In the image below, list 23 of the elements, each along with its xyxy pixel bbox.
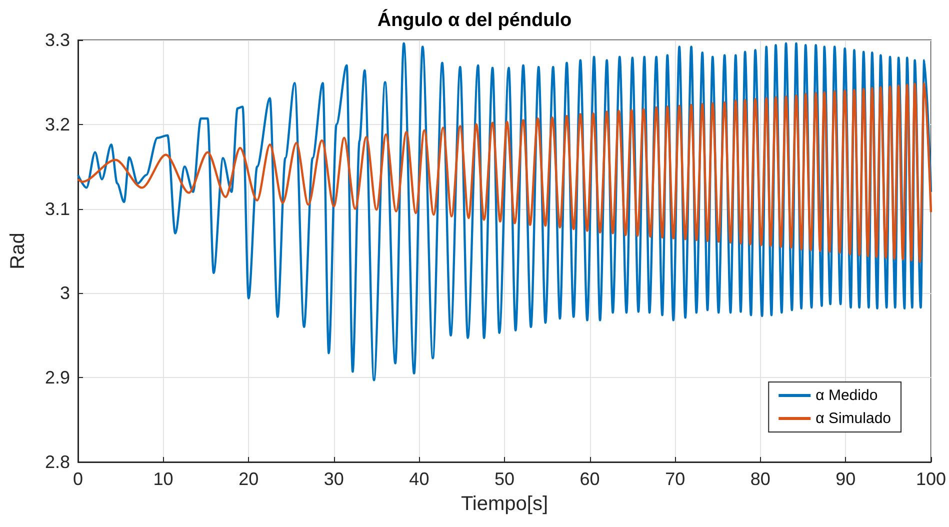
y-tick-label: 3.3: [44, 30, 70, 50]
y-tick-label: 3: [60, 283, 70, 304]
legend-label: α Medido: [816, 387, 878, 404]
x-tick-label: 70: [665, 469, 686, 489]
x-tick-label: 0: [72, 469, 84, 489]
x-tick-label: 50: [494, 469, 515, 489]
x-tick-label: 60: [580, 469, 600, 489]
y-tick-label: 2.9: [44, 368, 70, 388]
legend-label: α Simulado: [816, 410, 891, 427]
x-tick-label: 30: [324, 469, 344, 489]
x-tick-label: 40: [409, 469, 430, 489]
y-tick-label: 2.8: [44, 452, 70, 472]
x-tick-label: 80: [750, 469, 770, 489]
x-tick-label: 100: [916, 469, 946, 489]
y-tick-label: 3.1: [44, 198, 70, 219]
y-tick-label: 3.2: [44, 114, 70, 134]
x-tick-label: 90: [836, 469, 856, 489]
y-axis-title: Rad: [7, 232, 29, 270]
line-series: [76, 82, 932, 264]
x-tick-label: 10: [153, 469, 174, 489]
x-tick-label: 20: [238, 469, 259, 489]
chart-title: Ángulo α del péndulo: [377, 9, 572, 31]
x-axis-title: Tiempo[s]: [460, 493, 548, 515]
